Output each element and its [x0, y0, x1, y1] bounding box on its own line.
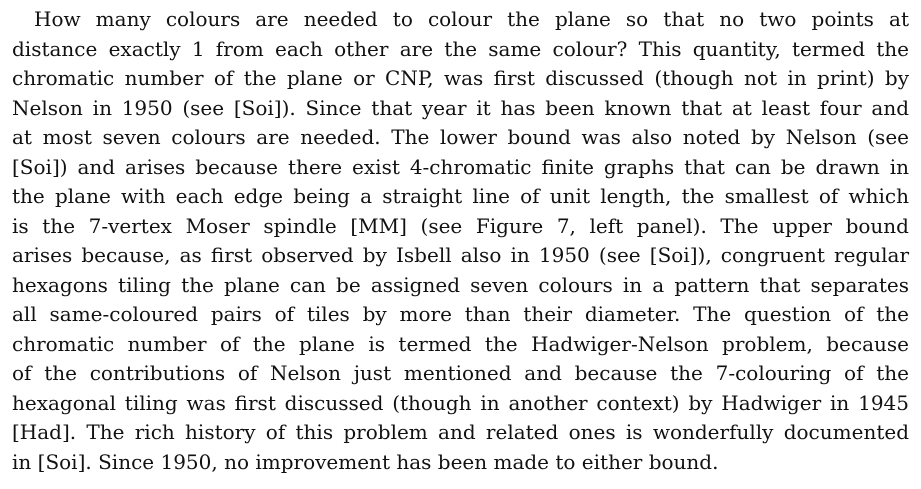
text-line-13: of the contributions of Nelson just ment… [12, 361, 909, 385]
text-line-16: in [Soi]. Since 1950, no improvement has… [12, 449, 719, 474]
text-line-4: Nelson in 1950 (see [Soi]). Since that y… [12, 95, 909, 120]
text-line-10: hexagons tiling the plane can be assigne… [12, 272, 909, 297]
text-line-15: [Had]. The rich history of this problem … [12, 420, 909, 444]
text-line-5: at most seven colours are needed. The lo… [12, 125, 909, 149]
body-paragraph: How many colours are needed to colour th… [12, 5, 909, 477]
text-line-12: chromatic number of the plane is termed … [12, 331, 909, 356]
text-line-9: arises because, as first observed by Isb… [12, 243, 909, 267]
text-line-2: distance exactly 1 from each other are t… [12, 36, 909, 61]
text-line-6: [Soi]) and arises because there exist 4-… [12, 154, 909, 179]
text-line-8: is the 7-vertex Moser spindle [MM] (see … [12, 213, 909, 238]
text-line-7: the plane with each edge being a straigh… [12, 184, 909, 208]
text-line-14: hexagonal tiling was first discussed (th… [12, 390, 909, 415]
text-line-11: all same-coloured pairs of tiles by more… [12, 302, 909, 326]
text-line-1: How many colours are needed to colour th… [34, 7, 909, 31]
text-line-3: chromatic number of the plane or CNP, wa… [12, 66, 909, 90]
